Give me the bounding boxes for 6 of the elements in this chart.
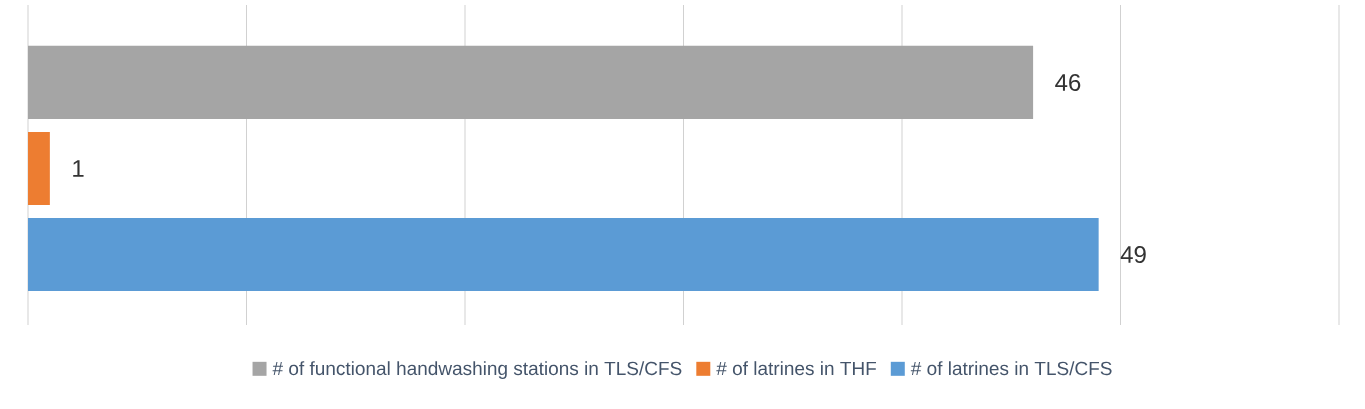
legend-label: # of functional handwashing stations in TLS/CFS	[272, 361, 682, 379]
data-label: 49	[1120, 245, 1146, 263]
legend-label: # of latrines in THF	[716, 361, 877, 376]
legend-label: # of latrines in TLS/CFS	[910, 361, 1112, 376]
data-label: 1	[73, 160, 84, 177]
data-label: 46	[1055, 73, 1081, 91]
